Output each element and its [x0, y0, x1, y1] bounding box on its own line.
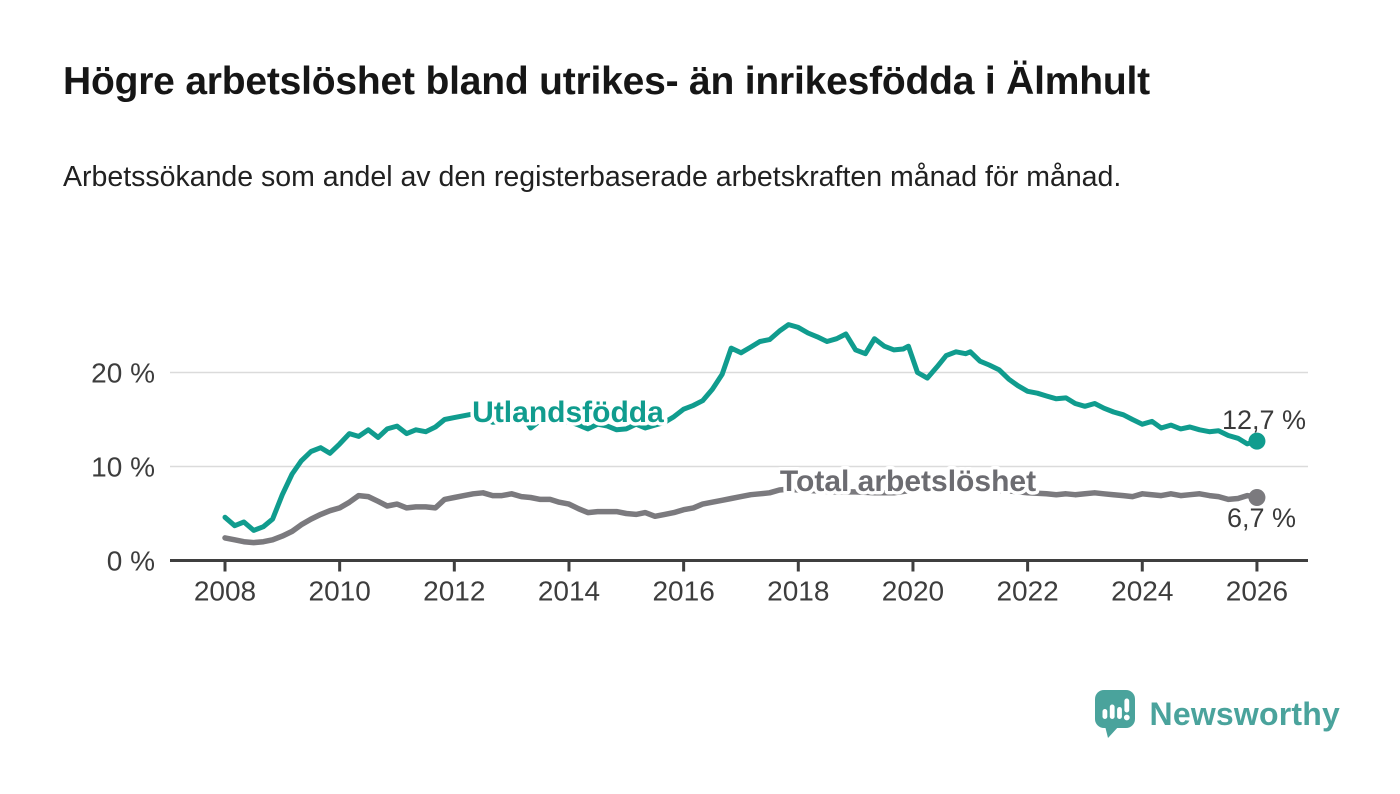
series-end-dot-utlandsfodda: [1248, 432, 1266, 450]
chart-subtitle: Arbetssökande som andel av den registerb…: [63, 161, 1122, 193]
x-axis-tick-label: 2012: [423, 576, 485, 607]
x-axis-tick-label: 2016: [652, 576, 714, 607]
y-axis-tick-label: 0 %: [107, 546, 155, 577]
x-axis-tick-label: 2026: [1226, 576, 1288, 607]
y-axis-tick-label: 10 %: [91, 452, 155, 483]
newsworthy-logo: Newsworthy: [1093, 688, 1340, 740]
series-label-total: Total arbetslöshet: [780, 465, 1036, 498]
series-end-dot-total: [1248, 489, 1266, 507]
x-axis-tick-label: 2018: [767, 576, 829, 607]
x-axis-tick-label: 2008: [194, 576, 256, 607]
end-value-label-utlandsfodda: 12,7 %: [1222, 405, 1306, 435]
end-value-label-total: 6,7 %: [1227, 503, 1296, 533]
x-axis-tick-label: 2014: [538, 576, 600, 607]
newsworthy-speech-bubble-chart-icon: [1094, 690, 1135, 738]
series-line-utlandsfodda: [222, 322, 1260, 533]
y-axis-tick-label: 20 %: [91, 358, 155, 389]
chart-title: Högre arbetslöshet bland utrikes- än inr…: [63, 60, 1150, 103]
series-label-utlandsfodda: Utlandsfödda: [472, 396, 664, 429]
x-axis-tick-label: 2020: [882, 576, 944, 607]
newsworthy-wordmark: Newsworthy: [1149, 695, 1340, 732]
x-axis-tick-label: 2024: [1111, 576, 1173, 607]
x-axis-tick-label: 2010: [309, 576, 371, 607]
x-axis-tick-label: 2022: [996, 576, 1058, 607]
series-line-total: [222, 483, 1260, 546]
